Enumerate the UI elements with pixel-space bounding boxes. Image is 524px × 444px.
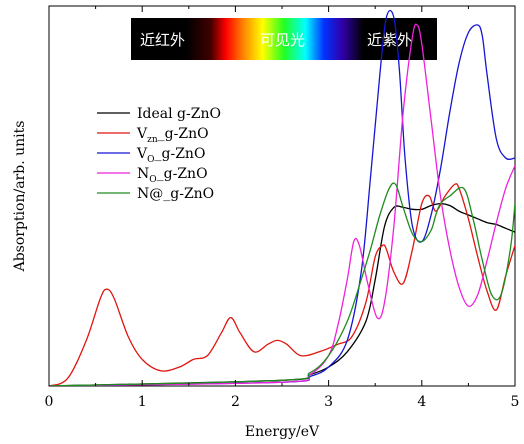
legend-label-vo: VO_g-ZnO [136, 146, 205, 165]
x-axis-label: Energy/eV [245, 424, 320, 440]
legend-label-ideal: Ideal g-ZnO [137, 106, 221, 122]
legend: Ideal g-ZnO Vzn_g-ZnO VO_g-ZnO NO_g-ZnO … [97, 106, 221, 202]
x-tick-label: 1 [138, 394, 147, 410]
series-line-vo [49, 9, 515, 386]
series-line-no [49, 23, 515, 386]
band-label-visible: 可见光 [260, 31, 305, 49]
x-tick-label: 0 [45, 394, 54, 410]
band-label-near-ultraviolet: 近紫外 [367, 31, 412, 49]
series-line-vzn [49, 183, 515, 386]
legend-label-nat: N@_g-ZnO [137, 186, 214, 202]
x-tick-label: 5 [511, 394, 520, 410]
x-axis: 0 1 2 3 4 5 [45, 6, 520, 410]
y-axis-label: Absorption/arb. units [12, 121, 28, 273]
spectrum-band-bar [131, 18, 437, 60]
x-tick-label: 4 [417, 394, 426, 410]
legend-label-no: NO_g-ZnO [137, 166, 208, 185]
spectrum-band: 近红外 可见光 近紫外 [131, 18, 437, 60]
series-line-ideal [49, 202, 515, 386]
x-tick-label: 3 [324, 394, 333, 410]
legend-label-vzn: Vzn_g-ZnO [136, 126, 209, 145]
series-line-nat [49, 182, 515, 386]
band-label-near-infrared: 近红外 [140, 31, 185, 49]
series-group [49, 9, 515, 386]
x-tick-label: 2 [231, 394, 240, 410]
